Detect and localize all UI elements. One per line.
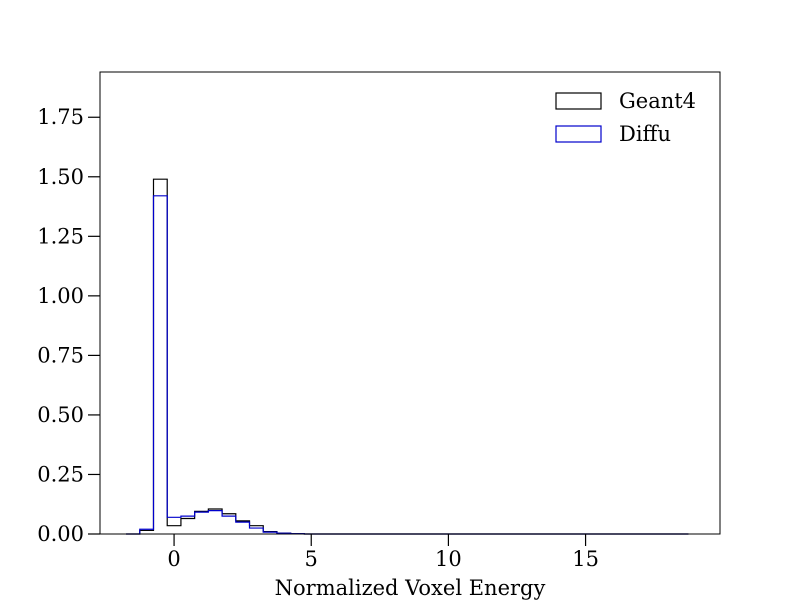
y-tick-label: 0.75 — [37, 343, 84, 367]
x-axis-label: Normalized Voxel Energy — [275, 576, 546, 600]
legend-label-diffu: Diffu — [619, 122, 671, 146]
y-tick-label: 0.25 — [37, 462, 84, 486]
legend-swatch-geant4 — [555, 92, 602, 110]
series-geant4-step — [126, 178, 689, 535]
x-tick-label: 0 — [167, 547, 180, 571]
x-tick-label: 10 — [435, 547, 462, 571]
y-tick-label: 0.00 — [37, 522, 84, 546]
x-tick-label: 15 — [572, 547, 599, 571]
x-tick-label: 5 — [305, 547, 318, 571]
y-tick-label: 1.50 — [37, 165, 84, 189]
y-tick-label: 1.00 — [37, 284, 84, 308]
series-diffu-step — [126, 195, 689, 535]
legend: Geant4 Diffu — [555, 89, 696, 146]
y-tick-label: 1.75 — [37, 105, 84, 129]
legend-label-geant4: Geant4 — [619, 89, 696, 113]
plot-frame — [99, 71, 721, 535]
y-tick-label: 0.50 — [37, 403, 84, 427]
legend-swatch-diffu — [555, 125, 602, 143]
y-tick-label: 1.25 — [37, 224, 84, 248]
